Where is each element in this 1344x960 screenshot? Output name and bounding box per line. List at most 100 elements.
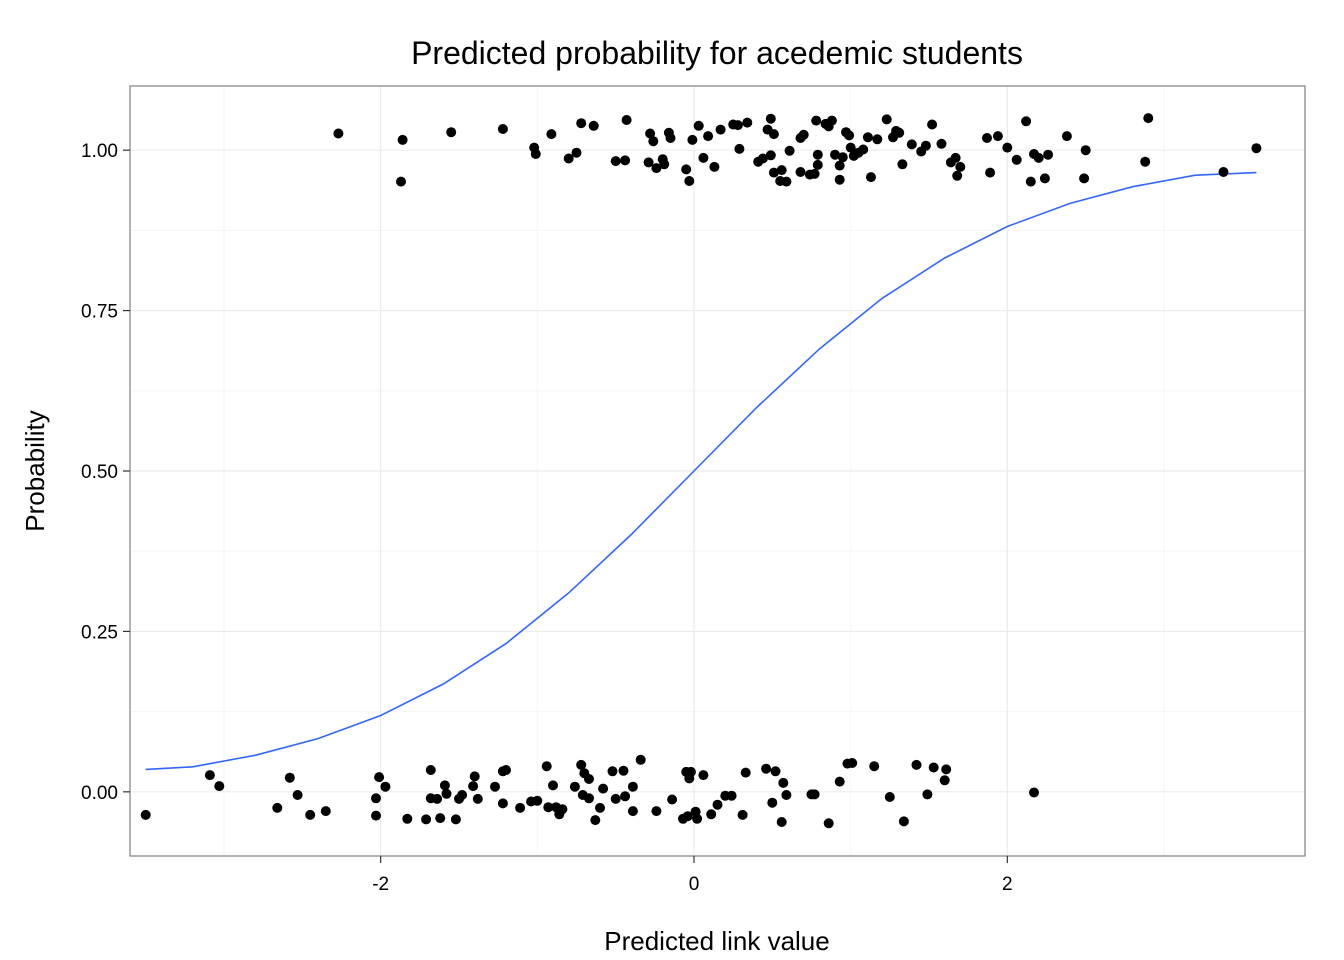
data-point <box>1143 113 1154 124</box>
data-point <box>645 128 656 139</box>
data-point <box>380 781 391 792</box>
data-point <box>732 120 743 131</box>
data-point <box>734 143 745 154</box>
data-point <box>927 119 938 130</box>
data-point <box>685 766 696 777</box>
data-point <box>468 781 479 792</box>
data-point <box>1140 156 1151 167</box>
data-point <box>811 115 822 126</box>
data-point <box>446 127 457 138</box>
data-point <box>588 120 599 131</box>
data-point <box>809 789 820 800</box>
data-point <box>726 790 737 801</box>
data-point <box>571 147 582 158</box>
data-point <box>305 809 316 820</box>
data-point <box>402 813 413 824</box>
data-point <box>795 167 806 177</box>
data-point <box>1079 173 1090 184</box>
data-point <box>450 814 461 825</box>
data-point <box>607 766 618 777</box>
data-point <box>952 170 963 181</box>
y-tick-label: 0.50 <box>81 462 118 483</box>
data-point <box>698 152 709 163</box>
data-point <box>1061 131 1072 142</box>
data-point <box>693 120 704 131</box>
data-point <box>1043 149 1054 160</box>
data-point <box>845 142 856 153</box>
data-point <box>397 134 408 145</box>
data-point <box>618 765 629 776</box>
data-point <box>682 811 693 822</box>
data-point <box>778 777 789 788</box>
data-point <box>532 795 543 806</box>
fitted-curve-layer <box>145 171 1257 771</box>
data-point <box>812 149 823 160</box>
data-point <box>776 165 787 176</box>
data-point <box>698 770 709 781</box>
data-point <box>1021 116 1032 127</box>
y-tick-label: 1.00 <box>81 141 118 162</box>
data-point <box>858 144 869 155</box>
data-point <box>757 153 768 164</box>
data-point <box>272 802 283 813</box>
data-point <box>765 150 776 161</box>
data-point <box>490 781 500 792</box>
data-point <box>826 115 837 126</box>
data-point <box>737 809 748 820</box>
data-point <box>939 775 950 786</box>
data-point <box>1029 787 1039 798</box>
grid-lines <box>130 86 1305 856</box>
data-point <box>776 817 787 827</box>
data-point <box>320 806 331 817</box>
x-axis-title: Predicted link value <box>604 926 829 956</box>
data-point <box>140 809 151 820</box>
data-point <box>584 793 594 804</box>
data-point <box>546 129 557 140</box>
data-point <box>515 802 526 813</box>
data-point <box>648 136 659 147</box>
data-point <box>563 153 574 164</box>
data-point <box>767 797 778 808</box>
x-tick-label: 2 <box>1002 874 1013 895</box>
data-point <box>715 124 726 135</box>
data-point <box>292 790 303 800</box>
data-point <box>781 790 792 800</box>
data-point <box>576 118 587 129</box>
data-point <box>1011 154 1022 165</box>
data-point <box>457 790 468 800</box>
data-point <box>768 167 779 178</box>
data-point <box>1080 145 1091 156</box>
data-point <box>501 765 511 775</box>
data-point <box>862 132 873 143</box>
data-point <box>809 168 820 179</box>
data-point <box>643 157 654 168</box>
data-point <box>740 767 751 778</box>
data-point <box>530 149 541 159</box>
data-point <box>881 114 892 125</box>
data-point <box>922 789 933 800</box>
y-axis-title: Probability <box>20 410 50 531</box>
data-point <box>770 766 781 777</box>
data-point <box>374 772 385 783</box>
data-point <box>595 802 605 813</box>
data-point <box>703 131 714 142</box>
data-point <box>950 152 961 163</box>
data-point <box>897 159 908 170</box>
axis-ticks: 0.00 0.25 0.50 0.75 1.00 -2 0 2 <box>81 141 1013 895</box>
data-point <box>1039 173 1050 184</box>
data-point <box>557 804 568 815</box>
data-point <box>472 793 483 804</box>
data-point <box>635 754 646 765</box>
data-point <box>742 117 753 128</box>
data-point <box>576 759 587 770</box>
data-point <box>620 791 631 802</box>
data-point <box>439 780 450 791</box>
data-point <box>1002 142 1013 153</box>
data-point <box>284 772 295 783</box>
data-point <box>985 167 996 178</box>
data-point <box>687 134 698 145</box>
data-point <box>692 813 703 824</box>
data-point <box>432 793 443 804</box>
